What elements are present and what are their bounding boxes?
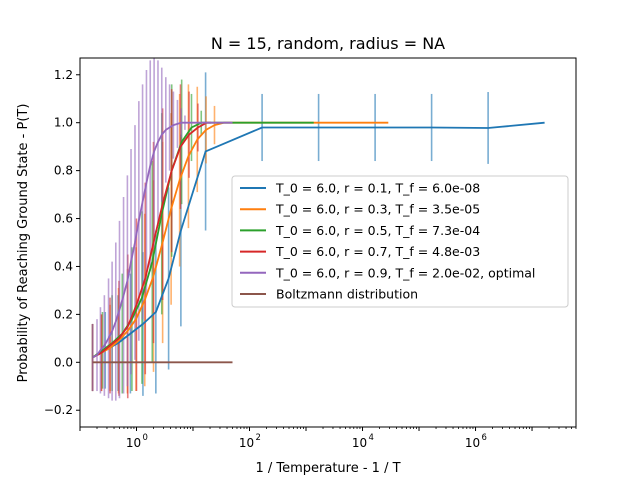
y-axis: −0.2 0.0 0.2 0.4 0.6 0.8 1.0 1.2 (44, 68, 80, 417)
y-tick-label: 1.0 (54, 116, 73, 130)
y-tick-label: −0.2 (44, 403, 73, 417)
legend-label: T_0 = 6.0, r = 0.5, T_f = 7.3e-04 (275, 223, 480, 238)
y-tick-label: 0.6 (54, 212, 73, 226)
x-tick-exponent: 2 (256, 433, 261, 443)
legend-label: T_0 = 6.0, r = 0.7, T_f = 4.8e-03 (275, 244, 480, 259)
x-tick-exponent: 4 (369, 433, 374, 443)
y-axis-label: Probability of Reaching Ground State - P… (16, 104, 31, 383)
series-line (92, 121, 233, 359)
legend-label: T_0 = 6.0, r = 0.3, T_f = 3.5e-05 (275, 202, 480, 217)
legend: T_0 = 6.0, r = 0.1, T_f = 6.0e-08 T_0 = 6… (231, 175, 569, 308)
x-tick-label: 10 (239, 436, 254, 450)
x-axis-label: 1 / Temperature - 1 / T (255, 461, 400, 476)
y-tick-label: 0.0 (54, 355, 73, 369)
x-tick-exponent: 6 (482, 433, 487, 443)
legend-label: Boltzmann distribution (276, 287, 418, 302)
x-tick-label: 10 (352, 436, 367, 450)
axes-frame (79, 57, 577, 428)
legend-box (231, 175, 569, 308)
chart-title: N = 15, random, radius = NA (211, 34, 445, 53)
x-tick-exponent: 0 (143, 433, 148, 443)
x-axis: 10 0 10 2 10 4 10 6 (79, 427, 577, 450)
x-tick-label: 10 (126, 436, 141, 450)
legend-label: T_0 = 6.0, r = 0.1, T_f = 6.0e-08 (275, 181, 480, 196)
legend-label: T_0 = 6.0, r = 0.9, T_f = 2.0e-02, optim… (275, 265, 535, 280)
series-line (92, 121, 211, 359)
y-tick-label: 1.2 (54, 68, 73, 82)
x-tick-label: 10 (465, 436, 480, 450)
y-tick-label: 0.4 (54, 259, 73, 273)
series-line (92, 121, 545, 359)
y-tick-label: 0.2 (54, 307, 73, 321)
y-tick-label: 0.8 (54, 164, 73, 178)
plot-area (91, 58, 545, 401)
